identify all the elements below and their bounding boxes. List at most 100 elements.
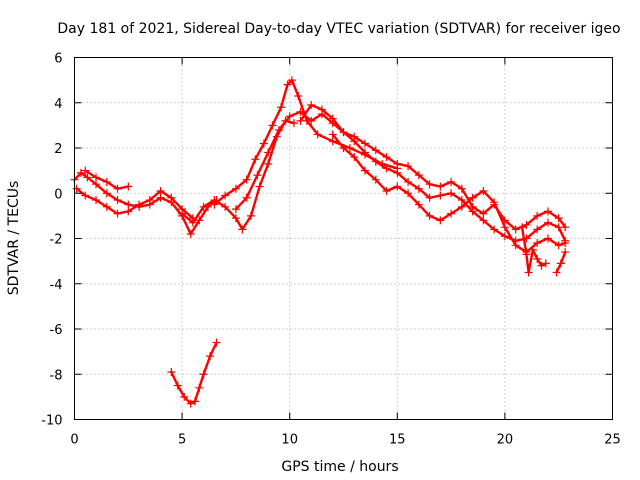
data-point [479, 186, 488, 195]
data-point [533, 211, 542, 220]
chart-title: Day 181 of 2021, Sidereal Day-to-day VTE… [57, 21, 620, 37]
data-point [414, 184, 423, 193]
y-tick-label: -4 [50, 278, 63, 293]
data-point [231, 205, 240, 214]
y-axis-title: SDTVAR / TECUs [6, 181, 22, 296]
data-point [259, 139, 268, 148]
data-point [317, 105, 326, 114]
data-point [528, 245, 537, 254]
grid [74, 57, 613, 420]
x-axis-title: GPS time / hours [281, 459, 398, 475]
data-point [92, 173, 101, 182]
data-point [436, 216, 445, 225]
y-tick-label: 2 [54, 142, 62, 157]
y-tick-label: -8 [50, 368, 63, 383]
data-point [479, 209, 488, 218]
data-point [102, 177, 111, 186]
series-arc-6 [231, 107, 570, 234]
data-point [543, 207, 552, 216]
data-point [206, 352, 215, 361]
data-point [186, 229, 195, 238]
x-tick-label: 0 [70, 433, 78, 448]
data-point [382, 164, 391, 173]
data-point [274, 125, 283, 134]
data-point [221, 191, 230, 200]
data-point [561, 239, 570, 248]
data-point [393, 168, 402, 177]
data-point [350, 153, 359, 162]
data-point [145, 196, 154, 205]
data-point [511, 241, 520, 250]
data-point [81, 166, 90, 175]
data-point [500, 223, 509, 232]
data-point [191, 397, 200, 406]
y-tick-label: -2 [50, 233, 63, 248]
data-point [285, 112, 294, 121]
data-point [404, 177, 413, 186]
data-point [102, 189, 111, 198]
data-point [156, 193, 165, 202]
data-series [70, 76, 570, 408]
series-trace [234, 110, 567, 231]
data-point [242, 193, 251, 202]
data-point [307, 116, 316, 125]
data-point [371, 157, 380, 166]
data-point [238, 225, 247, 234]
x-tick-label: 25 [604, 433, 621, 448]
series-arc-8 [328, 130, 570, 257]
data-point [246, 211, 255, 220]
data-point [287, 76, 296, 85]
data-point [290, 119, 299, 128]
data-point [447, 189, 456, 198]
data-point [393, 182, 402, 191]
x-tick-label: 5 [178, 433, 186, 448]
data-point [167, 193, 176, 202]
data-point [425, 211, 434, 220]
data-point [404, 189, 413, 198]
x-tick-label: 20 [497, 433, 514, 448]
data-point [313, 130, 322, 139]
data-point [479, 216, 488, 225]
data-point [500, 232, 509, 241]
data-point [436, 191, 445, 200]
data-point [92, 196, 101, 205]
y-tick-label: 6 [54, 52, 62, 67]
data-point [328, 137, 337, 146]
data-point [447, 177, 456, 186]
data-point [296, 116, 305, 125]
series-trace [73, 171, 218, 236]
data-point [425, 193, 434, 202]
data-point [350, 137, 359, 146]
data-point [328, 130, 337, 139]
data-point [199, 202, 208, 211]
axis-ticks: 0 5 10 15 20 25 -10 -8 -6 -4 -2 0 2 4 6 [41, 52, 621, 448]
data-point [113, 209, 122, 218]
data-point [264, 159, 273, 168]
data-point [382, 186, 391, 195]
data-point [307, 101, 316, 110]
data-point [447, 209, 456, 218]
data-point [180, 392, 189, 401]
data-point [113, 184, 122, 193]
data-point [81, 191, 90, 200]
data-point [556, 259, 565, 268]
data-point [72, 184, 81, 193]
data-point [490, 198, 499, 207]
data-point [156, 186, 165, 195]
data-point [457, 184, 466, 193]
data-point [167, 367, 176, 376]
data-point [361, 139, 370, 148]
data-point [124, 182, 133, 191]
series-trace [75, 187, 195, 220]
data-point [283, 80, 292, 89]
data-point [414, 200, 423, 209]
data-point [490, 225, 499, 234]
data-point [533, 254, 542, 263]
data-point [511, 225, 520, 234]
data-point [210, 200, 219, 209]
data-point [76, 168, 85, 177]
data-point [533, 239, 542, 248]
series-arc-4 [178, 116, 299, 234]
series-trace [213, 78, 399, 206]
